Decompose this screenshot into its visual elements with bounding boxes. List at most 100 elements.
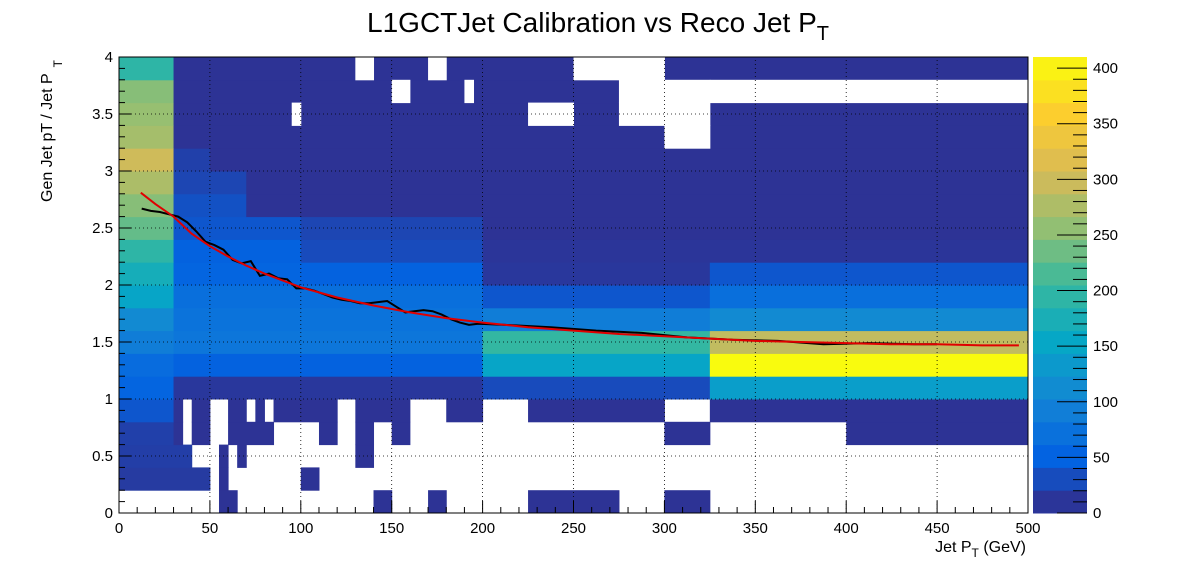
heatmap-cell [528, 399, 665, 423]
y-axis-title: Gen Jet pT / Jet P T [39, 59, 65, 202]
color-scale-band [1033, 148, 1087, 172]
color-scale-tick-label: 400 [1093, 60, 1118, 77]
x-axis-tick-label: 100 [288, 520, 313, 537]
fit-curve-line [140, 191, 1019, 347]
heatmap-cell [119, 239, 175, 263]
heatmap-cell [173, 125, 1029, 149]
x-axis-tick-label: 200 [470, 520, 495, 537]
heatmap-cell [119, 467, 211, 491]
heatmap-empty-cell [355, 57, 375, 81]
x-axis-tick-label: 350 [743, 520, 768, 537]
color-scale-tick-label: 100 [1093, 394, 1118, 411]
heatmap-cell [119, 399, 175, 423]
heatmap-empty-cell [618, 102, 665, 126]
heatmap-cell [173, 193, 247, 218]
color-scale-band [1033, 376, 1087, 400]
color-scale-tick-label: 300 [1093, 171, 1118, 188]
heatmap-cell [209, 148, 1029, 172]
y-axis-tick-label: 2.5 [92, 220, 113, 237]
heatmap-cell [119, 148, 175, 172]
heatmap-empty-cell [464, 79, 475, 104]
heatmap-cell [709, 285, 1029, 309]
x-axis-tick-label: 150 [379, 520, 404, 537]
color-scale-band [1033, 490, 1087, 514]
heatmap-cell [846, 421, 1029, 446]
heatmap-cell [173, 353, 484, 377]
heatmap-empty-cells [291, 57, 1029, 149]
heatmap-cell [228, 421, 275, 446]
heatmap-empty-cell [709, 79, 1029, 104]
color-scale-band [1033, 102, 1087, 126]
color-scale-band [1033, 193, 1087, 218]
y-axis-title-text: Gen Jet pT / Jet P [39, 73, 56, 202]
heatmap-cell [664, 490, 711, 514]
color-scale-band [1033, 353, 1087, 377]
heatmap-cell [119, 330, 175, 354]
heatmap-cell [119, 262, 175, 286]
heatmap-cell [709, 399, 1029, 423]
color-scale-tick-label: 50 [1093, 449, 1110, 466]
heatmap-cell [482, 353, 711, 377]
heatmap-cell [173, 102, 1029, 126]
color-scale-tick-label: 350 [1093, 116, 1118, 133]
color-scale-band [1033, 467, 1087, 491]
color-scale-tick-label: 250 [1093, 227, 1118, 244]
x-axis-tick-label: 50 [202, 520, 219, 537]
heatmap-cell [446, 399, 484, 423]
heatmap-cell [119, 307, 175, 332]
heatmap-cell [318, 421, 338, 446]
heatmap-cell [173, 239, 302, 263]
heatmap-cell [428, 490, 447, 514]
y-axis-tick-label: 3 [105, 163, 113, 180]
heatmap-cell [482, 330, 711, 354]
x-axis-tick-label: 500 [1015, 520, 1040, 537]
heatmap-cell [119, 421, 175, 446]
profile-curves [140, 191, 1019, 347]
y-axis-tick-label: 0 [105, 505, 113, 522]
y-axis-title-subscript: T [51, 59, 65, 67]
heatmap-cell [119, 376, 175, 400]
heatmap-cell [173, 376, 484, 400]
x-axis-title-subscript: T [972, 546, 980, 560]
x-axis: 0 50 100 150 200 250 300 350 400 450 500 [115, 501, 1041, 537]
y-axis-tick-label: 1 [105, 391, 113, 408]
heatmap-cell [482, 262, 711, 286]
heatmap-cell [482, 239, 1029, 263]
heatmap-empty-cell [618, 79, 665, 104]
color-scale-band [1033, 399, 1087, 423]
color-scale-band [1033, 307, 1087, 332]
heatmap-cell [191, 421, 211, 446]
heatmap-empty-cell [391, 79, 411, 104]
heatmap-cell [173, 330, 484, 354]
heatmap-cell [119, 102, 175, 126]
color-scale-band [1033, 216, 1087, 240]
heatmap-cell [119, 125, 175, 149]
color-scale-band [1033, 79, 1087, 104]
heatmap-cell [391, 421, 411, 446]
color-scale-tick-label: 0 [1093, 505, 1101, 522]
heatmap-cell [482, 307, 711, 332]
heatmap-cell [237, 444, 247, 468]
color-scale-band [1033, 330, 1087, 354]
y-axis: 0 0.5 1 1.5 2 2.5 3 3.5 4 [92, 49, 131, 522]
chart-title-text: L1GCTJet Calibration vs Reco Jet P [367, 7, 817, 38]
y-axis-tick-label: 4 [105, 49, 113, 66]
heatmap-cell [119, 285, 175, 309]
heatmap-cell [246, 171, 1029, 195]
heatmap-cell [173, 307, 484, 332]
heatmap-cell [300, 467, 320, 491]
x-axis-title-text: Jet P [935, 539, 971, 556]
heatmap-cell [173, 421, 184, 446]
heatmap-cell [355, 444, 375, 468]
color-scale-band [1033, 57, 1087, 81]
heatmap-cell [218, 467, 229, 491]
x-axis-tick-label: 250 [561, 520, 586, 537]
x-axis-tick-label: 0 [115, 520, 123, 537]
heatmap-cell [228, 399, 247, 423]
y-axis-tick-label: 3.5 [92, 106, 113, 123]
color-scale-band [1033, 262, 1087, 286]
color-scale-band [1033, 171, 1087, 195]
heatmap-cell [173, 171, 247, 195]
heatmap-cell [709, 262, 1029, 286]
y-axis-tick-label: 1.5 [92, 334, 113, 351]
